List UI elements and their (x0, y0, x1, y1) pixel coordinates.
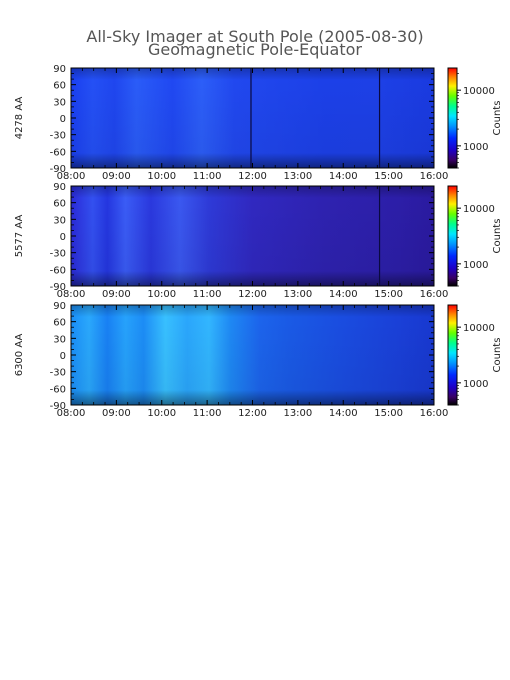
y-tick-label: 30 (53, 334, 66, 345)
colorbar-tick-label: 10000 (463, 204, 495, 215)
x-tick-label: 09:00 (102, 171, 131, 182)
colorbar-tick-label: 1000 (463, 379, 488, 390)
y-tick-label: 60 (53, 318, 66, 329)
x-tick-label: 16:00 (420, 408, 449, 419)
colorbar-label: Counts (492, 219, 503, 254)
x-tick-label: 08:00 (57, 289, 86, 300)
x-tick-label: 14:00 (329, 171, 358, 182)
y-tick-label: 60 (53, 81, 66, 92)
y-tick-label: 60 (53, 199, 66, 210)
y-tick-label: -90 (50, 164, 66, 175)
x-tick-label: 13:00 (283, 289, 312, 300)
y-tick-label: -30 (50, 368, 66, 379)
x-tick-label: 15:00 (374, 289, 403, 300)
x-tick-label: 14:00 (329, 408, 358, 419)
x-tick-label: 16:00 (420, 289, 449, 300)
y-tick-label: -60 (50, 147, 66, 158)
y-tick-label: -90 (50, 401, 66, 412)
x-tick-label: 12:00 (238, 171, 267, 182)
colorbar-label: Counts (492, 338, 503, 373)
chart-title: All-Sky Imager at South Pole (2005-08-30… (86, 27, 423, 46)
x-tick-label: 13:00 (283, 171, 312, 182)
y-tick-label: -90 (50, 282, 66, 293)
y-tick-label: 0 (60, 114, 66, 125)
y-axis-label: 6300 AA (14, 334, 25, 377)
x-tick-label: 11:00 (193, 408, 222, 419)
x-tick-label: 12:00 (238, 408, 267, 419)
x-tick-label: 11:00 (193, 289, 222, 300)
y-tick-label: 0 (60, 232, 66, 243)
x-tick-label: 10:00 (147, 171, 176, 182)
x-tick-label: 09:00 (102, 408, 131, 419)
colorbar (448, 68, 457, 168)
y-tick-label: -60 (50, 265, 66, 276)
y-axis-label: 4278 AA (14, 97, 25, 140)
heatmap-shading (71, 68, 434, 168)
y-tick-label: 30 (53, 97, 66, 108)
colorbar-frame (447, 304, 458, 406)
x-tick-label: 15:00 (374, 171, 403, 182)
colorbar (448, 305, 457, 405)
colorbar-frame (447, 185, 458, 287)
x-tick-label: 09:00 (102, 289, 131, 300)
x-tick-label: 15:00 (374, 408, 403, 419)
colorbar-tick-label: 1000 (463, 142, 488, 153)
colorbar-frame (447, 67, 458, 169)
x-tick-label: 10:00 (147, 289, 176, 300)
y-tick-label: -60 (50, 384, 66, 395)
colorbar-tick-label: 1000 (463, 260, 488, 271)
colorbar-tick-label: 10000 (463, 323, 495, 334)
heatmap-shading (71, 305, 434, 405)
y-tick-label: 90 (53, 64, 66, 75)
y-tick-label: 0 (60, 351, 66, 362)
y-tick-label: 30 (53, 215, 66, 226)
x-tick-label: 11:00 (193, 171, 222, 182)
colorbar (448, 186, 457, 286)
chart-subtitle: Geomagnetic Pole-Equator (148, 40, 362, 59)
y-tick-label: -30 (50, 131, 66, 142)
x-tick-label: 12:00 (238, 289, 267, 300)
x-tick-label: 08:00 (57, 408, 86, 419)
x-tick-label: 16:00 (420, 171, 449, 182)
colorbar-label: Counts (492, 101, 503, 136)
colorbar-tick-label: 10000 (463, 86, 495, 97)
y-tick-label: 90 (53, 301, 66, 312)
y-axis-label: 5577 AA (14, 215, 25, 258)
x-tick-label: 10:00 (147, 408, 176, 419)
x-tick-label: 08:00 (57, 171, 86, 182)
x-tick-label: 14:00 (329, 289, 358, 300)
x-tick-label: 13:00 (283, 408, 312, 419)
y-tick-label: 90 (53, 182, 66, 193)
heatmap-shading (71, 186, 434, 286)
y-tick-label: -30 (50, 249, 66, 260)
